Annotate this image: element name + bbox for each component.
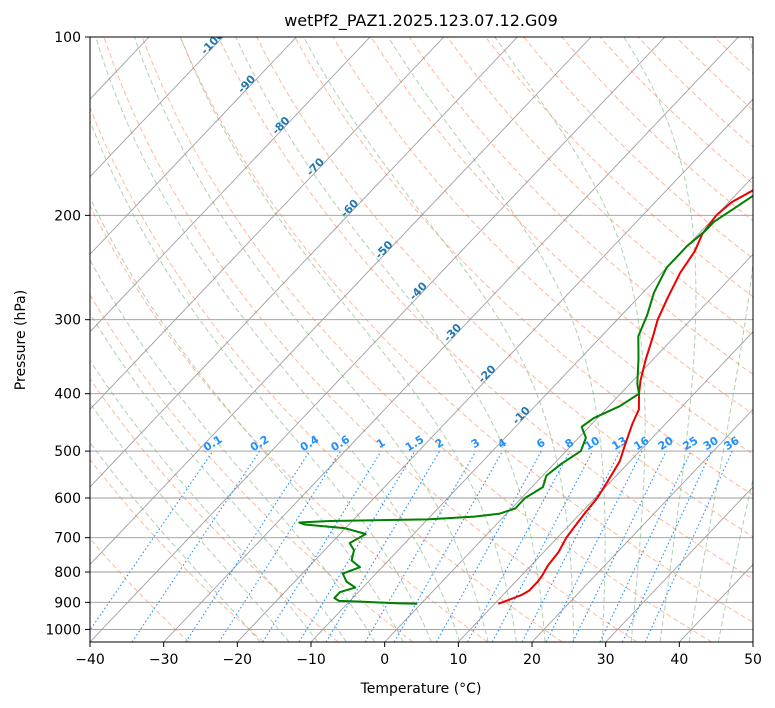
x-tick-label: 50 — [744, 652, 762, 668]
y-axis-label: Pressure (hPa) — [13, 290, 29, 390]
dry-adiabat-line — [485, 37, 753, 298]
isotherm-line — [384, 253, 753, 642]
x-tick-label: 40 — [670, 652, 688, 668]
isotherm-line — [457, 331, 753, 642]
isotherm-line — [90, 37, 445, 411]
x-tick-label: 10 — [449, 652, 467, 668]
x-tick-label: 20 — [523, 652, 541, 668]
mixing-ratio-line — [572, 450, 667, 642]
sounding-traces — [298, 189, 753, 605]
isotherm-line — [90, 37, 666, 642]
mixing-ratio-line — [467, 450, 571, 642]
dry-adiabat-line — [90, 537, 190, 642]
y-tick-label: 100 — [54, 30, 81, 46]
y-tick-label: 500 — [54, 444, 81, 460]
dry-adiabat-line — [179, 37, 753, 623]
isotherm-line — [90, 37, 224, 178]
moist-adiabat-line — [90, 196, 404, 642]
y-tick-label: 300 — [54, 313, 81, 329]
isotherm-line — [310, 176, 753, 642]
mixing-ratio-line — [393, 450, 503, 642]
moist-adiabat-label: 0 — [750, 470, 764, 485]
isotherm-line — [236, 98, 753, 642]
y-tick-label: 600 — [54, 491, 81, 507]
dry-adiabat-line — [408, 37, 753, 375]
moist-adiabat-line — [90, 359, 319, 642]
chart-title: wetPf2_PAZ1.2025.123.07.12.G09 — [284, 11, 558, 31]
mixing-ratio-line — [364, 450, 477, 642]
moist-adiabat-line — [90, 259, 376, 642]
dry-adiabat-line — [90, 204, 488, 642]
y-tick-label: 400 — [54, 387, 81, 403]
y-tick-label: 800 — [54, 565, 81, 581]
mixing-ratio-line — [90, 450, 214, 632]
moist-adiabat-line — [494, 37, 646, 642]
y-tick-label: 1000 — [45, 622, 81, 638]
x-tick-label: −30 — [149, 652, 179, 668]
y-tick-label: 700 — [54, 531, 81, 547]
dry-adiabat-line — [103, 37, 638, 642]
mixing-ratio-line — [218, 450, 341, 642]
mixing-ratio-line — [262, 450, 382, 642]
y-axis: 1000 900 800 700 600 500 400 300 200 100 — [45, 30, 90, 638]
mixing-ratio-line — [599, 450, 692, 642]
moist-adiabat-line — [95, 37, 461, 642]
dry-adiabat-line — [90, 458, 264, 642]
isotherm-line — [90, 37, 518, 488]
y-tick-label: 200 — [54, 208, 81, 224]
mixing-ratio-line — [435, 450, 542, 642]
dry-adiabat-line — [141, 37, 712, 642]
moist-adiabat-line — [133, 37, 489, 642]
isotherm-line — [90, 37, 371, 333]
moist-adiabat-line — [303, 37, 575, 642]
dry-adiabat-line — [90, 106, 563, 642]
x-tick-label: −40 — [75, 652, 105, 668]
x-tick-label: 30 — [597, 652, 615, 668]
moist-adiabat-line — [90, 441, 261, 642]
mixing-ratio-line — [325, 450, 441, 642]
moist-adiabat-line — [717, 476, 753, 642]
isotherm-line — [531, 408, 753, 642]
isotherm-line — [90, 37, 592, 566]
isotherm-line — [605, 486, 753, 642]
moist-adiabat-line — [235, 37, 546, 642]
moist-adiabat-line — [688, 37, 753, 642]
mixing-ratio-line — [298, 450, 416, 642]
mixing-ratio-line — [644, 450, 733, 642]
dry-adiabat-line — [370, 37, 753, 415]
dry-adiabat-line — [217, 37, 753, 580]
moist-adiabat-line — [90, 312, 347, 642]
isotherm-line — [90, 37, 297, 255]
moist-adiabat-line — [623, 37, 697, 642]
x-tick-label: −20 — [223, 652, 253, 668]
y-tick-label: 900 — [54, 595, 81, 611]
mixing-ratio-line — [621, 450, 712, 642]
x-tick-label: 0 — [380, 652, 389, 668]
dry-adiabat-line — [294, 37, 753, 496]
plot-frame — [89, 36, 754, 643]
x-axis: −40 −30 −20 −10 0 10 20 30 40 50 — [75, 642, 762, 668]
isotherm-line — [163, 37, 739, 642]
dewpoint-trace — [298, 194, 753, 605]
x-tick-label: −10 — [296, 652, 326, 668]
x-axis-label: Temperature (°C) — [360, 681, 482, 697]
temperature-trace — [497, 189, 753, 605]
